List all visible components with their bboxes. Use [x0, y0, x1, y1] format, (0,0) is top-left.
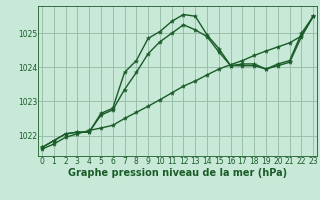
X-axis label: Graphe pression niveau de la mer (hPa): Graphe pression niveau de la mer (hPa)	[68, 168, 287, 178]
